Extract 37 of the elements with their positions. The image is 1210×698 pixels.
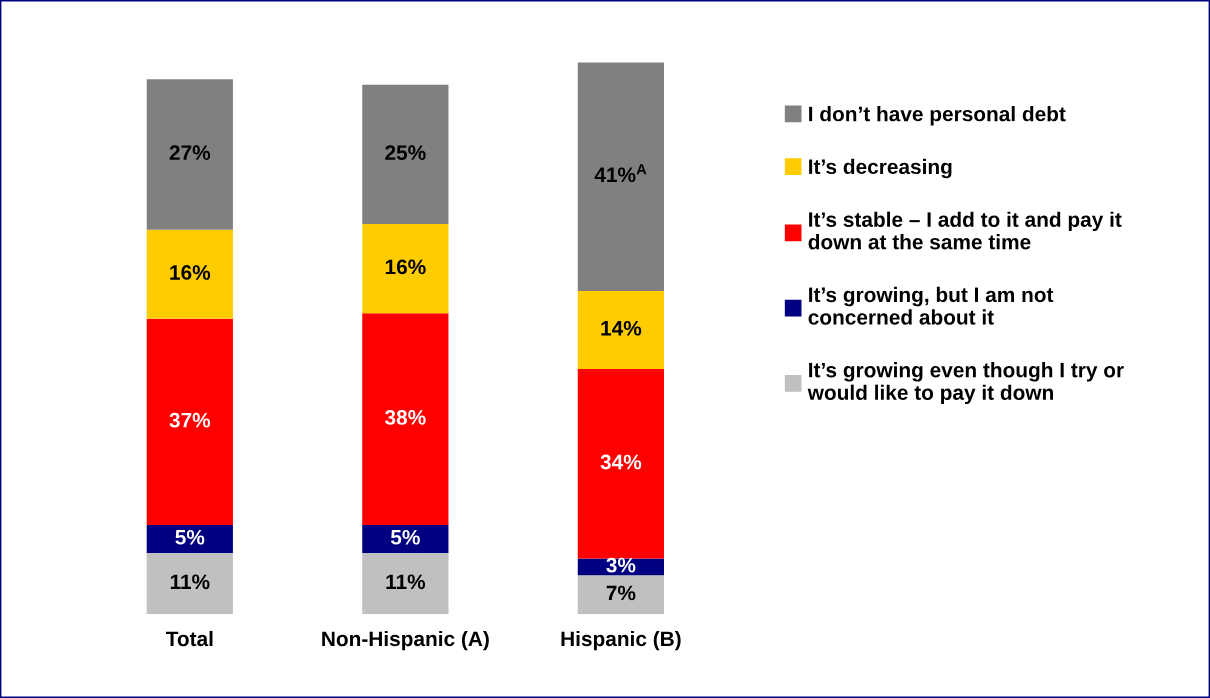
legend-label: It’s growing, but I am not concerned about it [808,286,1054,325]
bar [146,79,233,230]
data-label: 3% [606,557,636,573]
bar [577,290,664,370]
bar [577,575,664,615]
data-label: 41%$^{A}$ [594,164,647,183]
bar [362,525,449,553]
bar [362,224,449,314]
data-label: 7% [606,585,636,601]
legend-label: It’s growing even though I try or would like to pay it down [807,362,1124,405]
data-label: 16% [385,259,426,275]
data-label: 37% [169,412,211,428]
data-label: 5% [390,529,420,545]
data-label: 16% [170,265,211,280]
bar [362,84,449,225]
data-label: 11% [170,574,210,590]
data-label: 5% [175,529,205,545]
bar [146,552,233,615]
bar [146,318,233,526]
data-label: 25% [385,145,426,161]
bar [146,525,233,553]
legend-label: It’s stable – I add to it and pay it down at the same time [808,211,1122,250]
bar [577,369,664,559]
bar [577,62,664,291]
data-label: 14% [601,320,642,336]
data-label: 34% [600,454,642,470]
legend-label: I don’t have personal debt [809,106,1066,126]
data-label: 38% [384,410,426,425]
data-label: 27% [169,145,211,160]
x-tick-label: Total [165,630,213,647]
bar [362,313,449,526]
bar [362,552,449,615]
x-tick-label: Hispanic (B) [561,630,681,651]
legend-label: It’s decreasing [809,158,952,179]
x-tick-label: Non-Hispanic (A) [322,630,489,651]
bar [146,229,233,319]
data-label: 11% [386,574,426,590]
